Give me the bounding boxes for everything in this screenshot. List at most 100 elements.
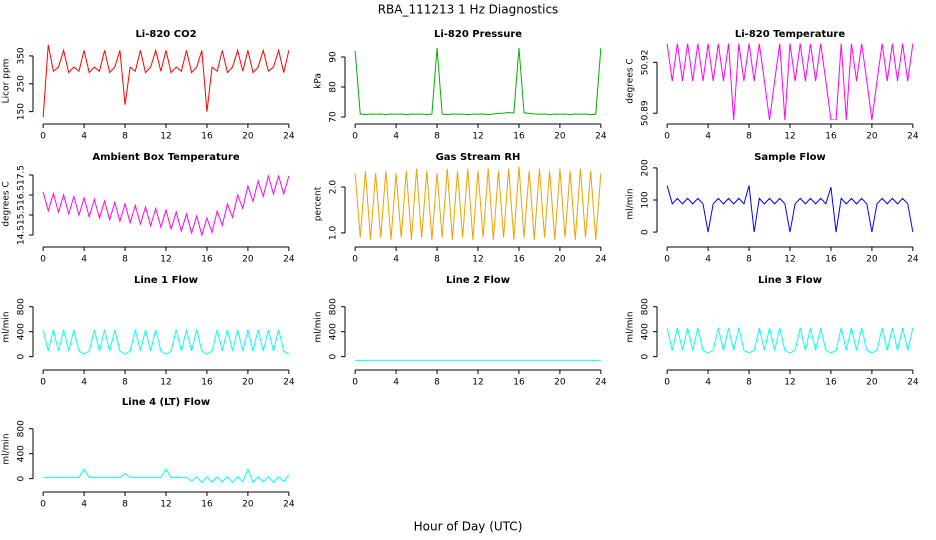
x-tick-label: 4 xyxy=(705,378,711,388)
x-tick-label: 4 xyxy=(393,255,399,265)
x-tick-label: 20 xyxy=(242,378,254,388)
panel: Gas Stream RH percent 0 4 8 12 16 20 24 1.0 2.0 xyxy=(314,152,607,265)
y-axis-label: kPa xyxy=(314,73,324,89)
x-tick-label: 24 xyxy=(283,500,295,510)
data-line xyxy=(666,185,914,233)
x-tick-label: 16 xyxy=(201,378,213,388)
data-line xyxy=(43,467,290,484)
x-tick-label: 8 xyxy=(746,255,752,265)
x-tick-label: 24 xyxy=(907,378,919,388)
x-tick-label: 4 xyxy=(393,378,399,388)
x-tick-label: 12 xyxy=(160,500,171,510)
x-tick-label: 12 xyxy=(784,378,795,388)
x-tick-label: 20 xyxy=(242,255,254,265)
panel-title: Ambient Box Temperature xyxy=(92,152,239,163)
x-tick-label: 12 xyxy=(160,255,171,265)
data-line xyxy=(666,327,914,354)
x-tick-label: 8 xyxy=(434,378,440,388)
x-tick-label: 24 xyxy=(595,255,607,265)
panel: Sample Flow ml/min 0 4 8 12 16 20 24 0 100 200 xyxy=(626,152,919,265)
x-tick-label: 4 xyxy=(81,132,87,142)
panel: Line 3 Flow ml/min 0 4 8 12 16 20 24 0 400 800 xyxy=(626,275,919,388)
x-tick-label: 0 xyxy=(40,255,46,265)
x-tick-label: 20 xyxy=(242,500,254,510)
x-tick-label: 12 xyxy=(160,378,171,388)
x-tick-label: 20 xyxy=(866,132,878,142)
y-tick-label: 400 xyxy=(17,445,27,462)
y-axis-label: Licor ppm xyxy=(2,59,12,104)
x-tick-label: 4 xyxy=(81,500,87,510)
y-tick-label: 80 xyxy=(329,81,339,93)
panel: Line 1 Flow ml/min 0 4 8 12 16 20 24 0 400 800 xyxy=(2,275,295,388)
x-tick-label: 24 xyxy=(283,132,295,142)
y-tick-label: 2.0 xyxy=(329,180,339,195)
x-tick-label: 20 xyxy=(866,378,878,388)
x-tick-label: 16 xyxy=(201,500,213,510)
x-tick-label: 20 xyxy=(866,255,878,265)
y-tick-label: 800 xyxy=(17,420,27,437)
x-tick-label: 0 xyxy=(664,255,670,265)
y-axis-label: degrees C xyxy=(2,181,12,226)
x-tick-label: 8 xyxy=(746,378,752,388)
panel: Li-820 Pressure kPa 0 4 8 12 16 20 24 70 80 90 xyxy=(314,29,607,142)
data-line xyxy=(354,47,602,116)
y-tick-label: 1.0 xyxy=(329,225,339,240)
panel-title: Line 3 Flow xyxy=(758,275,822,286)
plot-area xyxy=(354,166,602,240)
plot-area xyxy=(42,329,290,355)
plot-area xyxy=(666,327,914,354)
x-tick-label: 0 xyxy=(352,255,358,265)
y-tick-label: 0 xyxy=(641,354,651,360)
x-tick-label: 4 xyxy=(393,132,399,142)
x-tick-label: 12 xyxy=(472,132,483,142)
y-tick-label: 16.5 xyxy=(17,185,27,205)
x-tick-label: 24 xyxy=(283,378,295,388)
x-tick-label: 8 xyxy=(746,132,752,142)
y-axis-label: ml/min xyxy=(2,433,12,464)
x-tick-label: 8 xyxy=(122,132,128,142)
y-tick-label: 0 xyxy=(17,354,27,360)
panel-title: Li-820 Temperature xyxy=(735,29,845,40)
panel-title: Gas Stream RH xyxy=(436,152,521,163)
y-tick-label: 17.5 xyxy=(17,165,27,185)
y-tick-label: 14.5 xyxy=(17,225,27,245)
x-tick-label: 12 xyxy=(784,255,795,265)
x-tick-label: 20 xyxy=(554,255,566,265)
x-tick-label: 16 xyxy=(825,132,837,142)
x-tick-label: 24 xyxy=(907,132,919,142)
data-line xyxy=(354,166,602,240)
y-axis-label: ml/min xyxy=(2,311,12,342)
data-line xyxy=(42,174,290,237)
x-tick-label: 4 xyxy=(705,255,711,265)
panel-title: Line 4 (LT) Flow xyxy=(122,397,210,408)
x-tick-label: 12 xyxy=(472,378,483,388)
x-tick-label: 4 xyxy=(81,378,87,388)
x-tick-label: 0 xyxy=(40,132,46,142)
y-tick-label: 250 xyxy=(17,75,27,92)
y-tick-label: 800 xyxy=(641,298,651,315)
x-tick-label: 0 xyxy=(40,500,46,510)
panel-title: Sample Flow xyxy=(754,152,826,163)
page-title: RBA_111213 1 Hz Diagnostics xyxy=(378,3,559,17)
x-tick-label: 0 xyxy=(352,132,358,142)
y-tick-label: 90 xyxy=(329,51,339,63)
plot-area xyxy=(42,44,290,118)
panel-title: Li-820 CO2 xyxy=(135,29,196,40)
x-tick-label: 8 xyxy=(122,500,128,510)
x-tick-label: 16 xyxy=(513,132,525,142)
panel: Li-820 CO2 Licor ppm 0 4 8 12 16 20 24 150 250 350 xyxy=(2,29,295,142)
x-tick-label: 4 xyxy=(705,132,711,142)
x-tick-label: 24 xyxy=(907,255,919,265)
panel: Li-820 Temperature degrees C 0 4 8 12 16 20 24 50… xyxy=(626,29,919,142)
plot-area xyxy=(42,174,290,237)
x-tick-label: 20 xyxy=(554,132,566,142)
x-tick-label: 0 xyxy=(664,378,670,388)
plot-area xyxy=(666,185,914,233)
x-tick-label: 8 xyxy=(122,378,128,388)
data-line xyxy=(42,44,290,118)
data-line xyxy=(42,329,290,355)
x-tick-label: 0 xyxy=(664,132,670,142)
x-tick-label: 16 xyxy=(825,378,837,388)
x-tick-label: 20 xyxy=(554,378,566,388)
